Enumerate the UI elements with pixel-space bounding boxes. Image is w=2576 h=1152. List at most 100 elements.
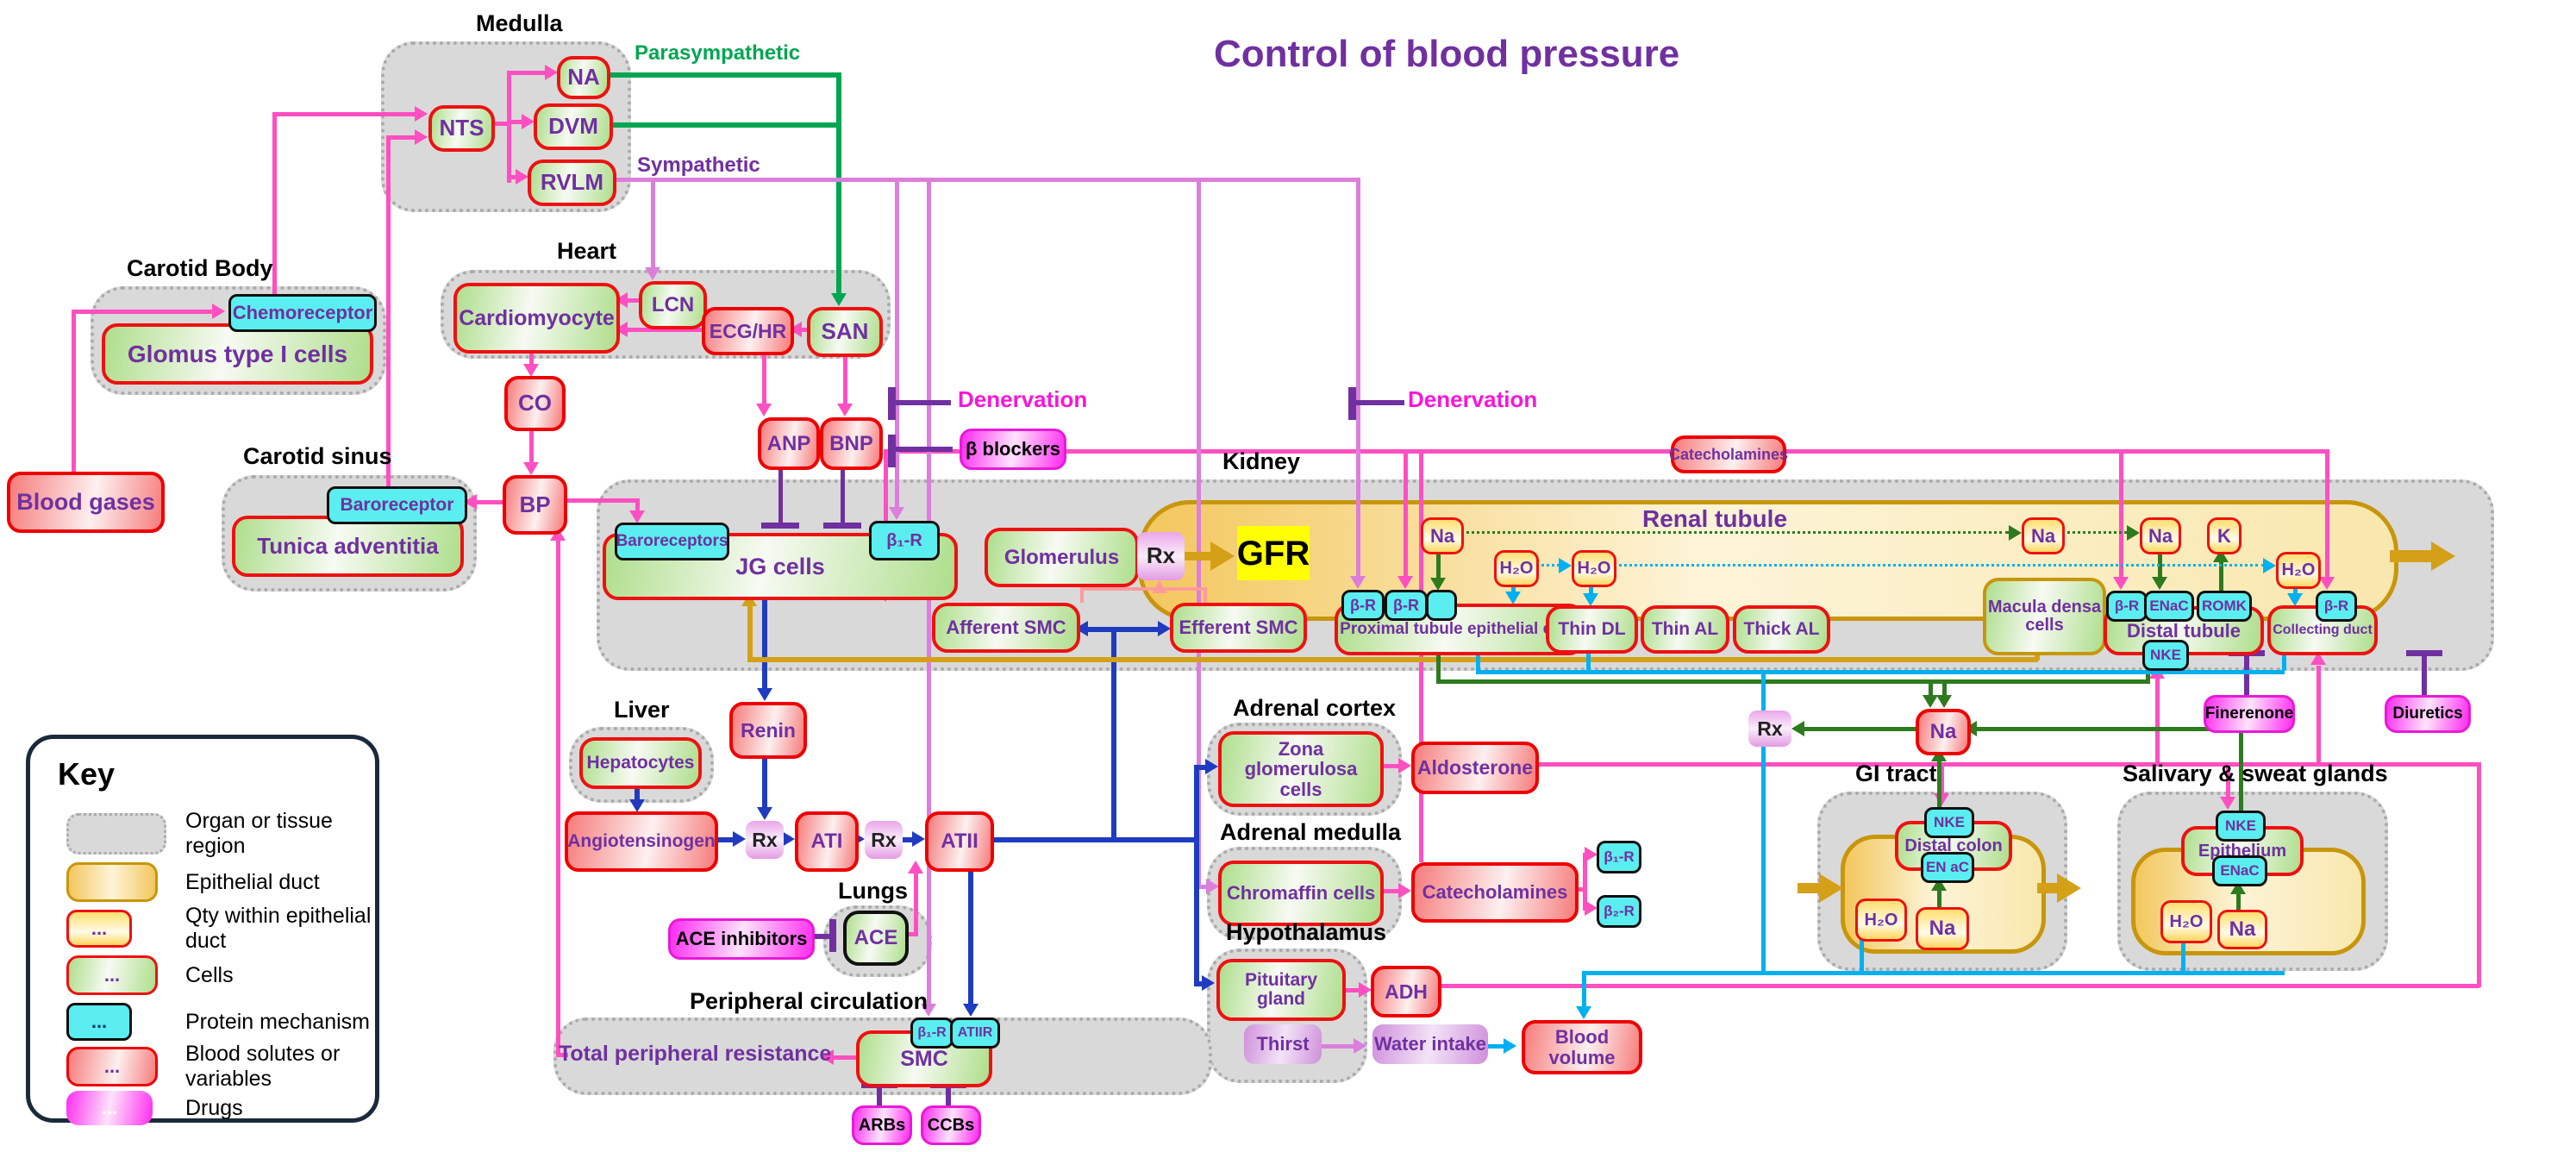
key-label: Cells (185, 962, 234, 987)
tbar-icon (2406, 650, 2442, 656)
region-label-carotid-sinus: Carotid sinus (243, 443, 392, 469)
arrowhead (1202, 975, 1215, 991)
br-b-box: β-R (1385, 590, 1428, 621)
line-smc-rx1 (1080, 587, 1207, 591)
arbs-drug: ARBs (852, 1105, 912, 1145)
line-parasympathetic (606, 122, 841, 128)
line-nts-out (488, 122, 509, 126)
nke-gi-box: NKE (1924, 807, 1974, 838)
line (507, 175, 516, 179)
line-ccbs (946, 1088, 951, 1105)
line-atii-bus (987, 837, 1198, 842)
key-swatch-duct (66, 862, 158, 902)
arrowhead (1206, 879, 1219, 894)
line (72, 310, 212, 314)
arrowhead (733, 831, 746, 847)
line (386, 135, 415, 140)
region-label-gi: GI tract (1855, 761, 1937, 786)
thirst-box: Thirst (1244, 1024, 1322, 1064)
line (507, 71, 511, 183)
arrowhead (1354, 1038, 1366, 1054)
co-box: CO (504, 376, 566, 431)
line-chemo-to-nts (272, 115, 277, 294)
baroreceptors-box: Baroreceptors (615, 523, 729, 560)
line-parasympathetic (603, 72, 841, 78)
line-sal-nke-na (2239, 731, 2243, 811)
tbar-icon (761, 523, 799, 529)
aldosterone-box: Aldosterone (1411, 742, 1539, 794)
line (1404, 449, 1408, 578)
line (1572, 887, 1585, 892)
tbar-icon (888, 435, 896, 467)
line-h2o3-down (2293, 585, 2298, 595)
region-label-peripheral: Peripheral circulation (690, 988, 928, 1014)
rx3-box: Rx (865, 821, 903, 859)
key-row: Organ or tissue region (30, 809, 375, 858)
cardiomyocyte-box: Cardiomyocyte (453, 283, 620, 354)
region-label-kidney: Kidney (1222, 448, 1301, 474)
line-romk-k (2219, 561, 2223, 591)
denervation-label-1: Denervation (958, 386, 1088, 412)
line-h2o2-down (1589, 584, 1593, 595)
arrowhead (2319, 577, 2335, 590)
tbar-icon (888, 387, 896, 420)
key-swatch-protein: ... (66, 1003, 132, 1041)
arrowhead (545, 65, 558, 80)
line (895, 178, 899, 509)
thick-al-box: Thick AL (1733, 605, 1830, 654)
denervation-label-2: Denervation (1408, 386, 1538, 412)
line-gi-in (1798, 883, 1822, 893)
angiotensinogen-box: Angiotensinogen (565, 811, 718, 872)
arrowhead (1936, 695, 1952, 708)
line-co-bp (529, 424, 534, 463)
region-label-adrenal-cortex: Adrenal cortex (1233, 695, 1397, 721)
arrowhead (756, 404, 772, 416)
line-bp-kidney (560, 498, 640, 503)
na3-qty: Na (2140, 517, 2181, 554)
line-macula-feedback (747, 657, 2038, 662)
line (1583, 853, 1587, 911)
line-hep-ang (635, 782, 640, 801)
key-label: Epithelial duct (185, 869, 320, 894)
line (1194, 981, 1203, 986)
region-label-salivary: Salivary & sweat glands (2123, 761, 2388, 786)
line-betablockers (896, 447, 953, 452)
catecholamines-box: Catecholamines (1411, 862, 1579, 923)
line-tpr-bp (556, 540, 560, 1053)
line-aceinh (811, 934, 829, 939)
rx4-box: Rx (1748, 711, 1791, 747)
arrowhead (1152, 580, 1167, 593)
b1r-jg-box: β₁-R (869, 521, 940, 560)
arrowhead (889, 507, 904, 520)
baroreceptor-box: Baroreceptor (327, 486, 467, 524)
arrowhead (2220, 797, 2235, 810)
key-label: Blood solutes or variables (185, 1042, 341, 1091)
atiir-box: ATIIR (950, 1017, 1000, 1049)
arrowhead (415, 129, 428, 145)
arrowhead (2057, 873, 2081, 903)
line (1436, 648, 1441, 679)
b1r-target-box: β₁-R (1597, 841, 1641, 873)
ecg-hr-box: ECG/HR (702, 307, 794, 355)
arrowhead (821, 1049, 834, 1065)
arrowhead (523, 364, 539, 377)
node-nts: NTS (428, 105, 495, 152)
nke-salivary-box: NKE (2216, 811, 2266, 842)
arrowhead (1398, 883, 1411, 898)
h2o3-qty: H₂O (2276, 552, 2321, 589)
b1r-smc-box: β₁-R (910, 1017, 953, 1049)
line-atii-atiir (968, 865, 973, 1005)
br-c-box: β-R (2106, 591, 2148, 622)
chemoreceptor-box: Chemoreceptor (228, 294, 377, 332)
key-swatch-drugs: ... (66, 1091, 153, 1125)
br-e-box: β-R (2316, 591, 2357, 622)
line (1194, 842, 1199, 986)
line (1586, 647, 1591, 670)
arrowhead (2009, 525, 2022, 541)
arrowhead (1576, 1006, 1591, 1019)
catecholamines-label-box: Catecholamines (1669, 435, 1788, 473)
na2-qty: Na (2022, 517, 2065, 554)
arrowhead (2431, 542, 2455, 571)
line (2317, 666, 2321, 762)
arrowhead (645, 267, 660, 280)
